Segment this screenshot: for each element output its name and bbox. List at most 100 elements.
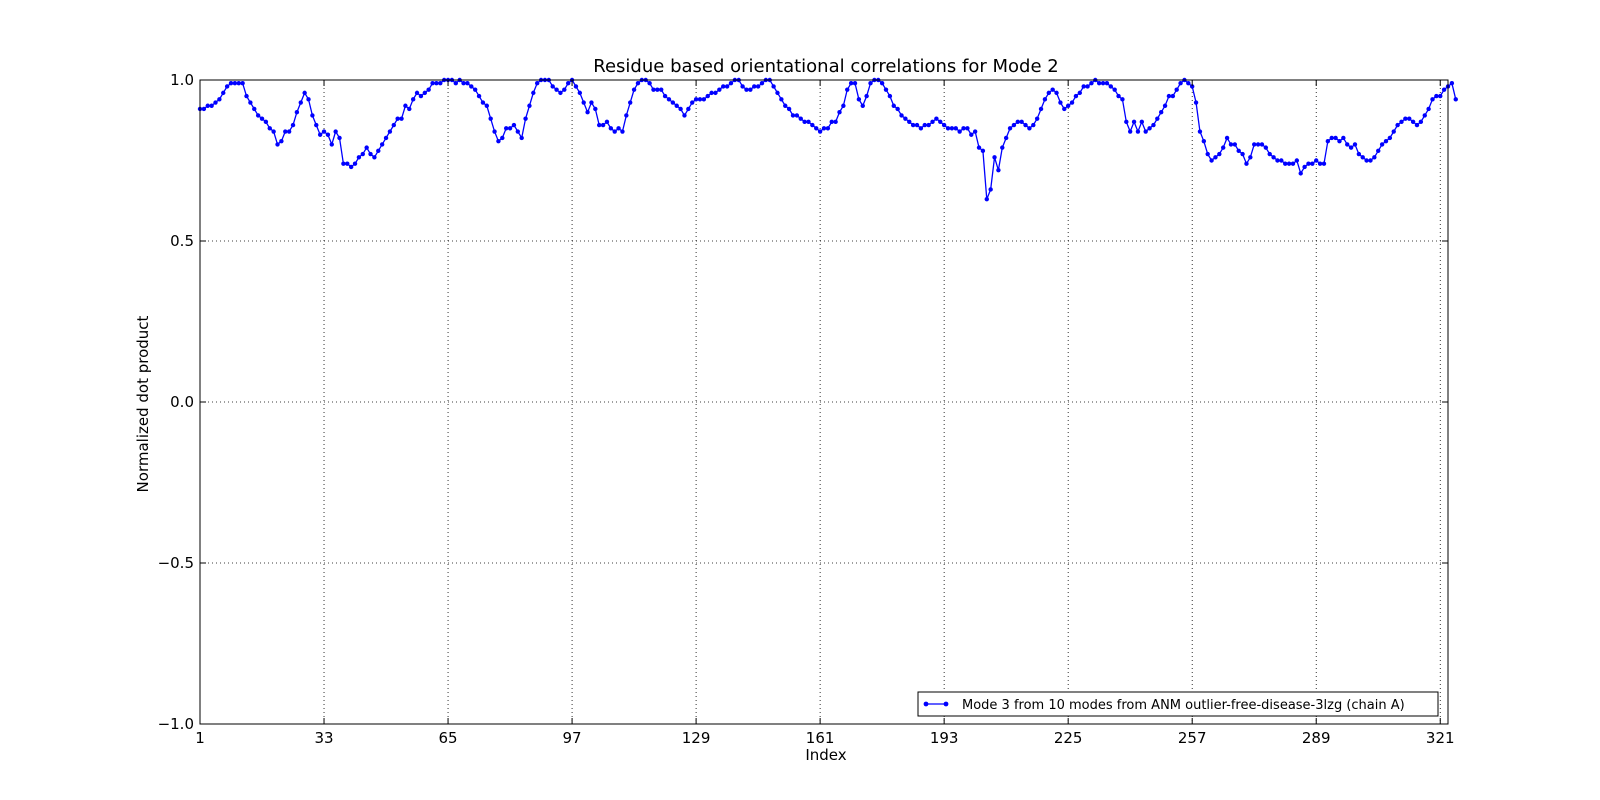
data-point: [1069, 100, 1075, 105]
data-point: [914, 122, 920, 128]
data-point: [1294, 158, 1300, 163]
data-point: [1410, 119, 1416, 125]
data-point: [941, 122, 947, 128]
data-point: [496, 138, 501, 144]
data-point: [348, 164, 354, 170]
data-point: [341, 161, 346, 166]
data-point: [1329, 135, 1334, 141]
data-point: [321, 129, 327, 134]
data-point: [1232, 142, 1238, 147]
data-point: [895, 106, 900, 112]
data-point: [724, 84, 730, 89]
data-point: [748, 87, 753, 92]
data-point: [1333, 135, 1338, 141]
data-point: [682, 113, 687, 118]
data-point: [1073, 93, 1079, 99]
data-point: [430, 81, 435, 86]
data-point: [255, 113, 261, 118]
data-point: [806, 119, 811, 125]
data-point: [1453, 97, 1458, 102]
data-point: [236, 81, 241, 86]
data-point: [686, 106, 691, 112]
data-point: [969, 132, 974, 137]
data-point: [1201, 138, 1207, 144]
data-point: [848, 81, 854, 86]
data-point: [503, 126, 509, 131]
data-point: [810, 122, 815, 128]
data-point: [856, 97, 862, 102]
data-point: [922, 122, 927, 128]
data-point: [1379, 142, 1385, 147]
data-point: [1240, 151, 1245, 157]
data-point: [1205, 151, 1210, 157]
data-point: [647, 81, 652, 86]
data-point: [1407, 116, 1412, 121]
x-tick-label: 65: [439, 729, 458, 747]
data-point: [1108, 84, 1114, 89]
data-point: [852, 81, 858, 86]
data-point: [244, 93, 249, 99]
data-point: [1007, 126, 1013, 131]
data-point: [662, 93, 668, 99]
data-point: [918, 126, 924, 131]
data-point: [438, 81, 443, 86]
y-tick-label: 0.0: [170, 393, 194, 411]
data-point: [628, 100, 633, 105]
x-axis-label: Index: [805, 746, 846, 764]
data-point: [422, 90, 427, 96]
data-point: [883, 87, 889, 92]
data-point: [1236, 148, 1241, 154]
x-tick-label: 257: [1178, 729, 1207, 747]
data-point: [337, 135, 342, 141]
data-point: [410, 97, 416, 102]
data-point: [286, 129, 292, 134]
data-point: [271, 129, 276, 134]
data-point: [283, 129, 288, 134]
data-point: [1252, 142, 1257, 147]
data-point: [360, 151, 365, 157]
data-point: [992, 155, 997, 160]
data-point: [1387, 135, 1393, 141]
data-point: [395, 116, 400, 121]
data-point: [1263, 145, 1269, 150]
data-point: [1306, 161, 1311, 166]
data-point: [426, 87, 431, 92]
data-point: [376, 148, 381, 154]
x-tick-label: 161: [806, 729, 835, 747]
data-point: [290, 122, 296, 128]
data-point: [597, 122, 602, 128]
data-point: [519, 135, 524, 141]
data-point: [608, 126, 614, 131]
data-point: [1341, 135, 1346, 141]
data-point: [1279, 158, 1284, 163]
data-point: [1275, 158, 1280, 163]
data-point: [1348, 145, 1354, 150]
y-tick-label: 0.5: [170, 232, 194, 250]
data-point: [1190, 84, 1195, 89]
data-point: [1255, 142, 1261, 147]
data-point: [558, 90, 563, 96]
data-point: [1209, 158, 1214, 163]
data-point: [399, 116, 404, 121]
data-point: [701, 97, 707, 102]
data-point: [864, 93, 869, 99]
data-point: [240, 81, 245, 86]
data-point: [1096, 81, 1102, 86]
data-point: [1430, 97, 1435, 102]
data-point: [988, 187, 993, 192]
data-point: [1383, 138, 1389, 144]
data-point: [1143, 129, 1148, 134]
data-point: [201, 106, 207, 112]
data-point: [209, 103, 214, 108]
x-tick-label: 321: [1426, 729, 1455, 747]
data-point: [674, 103, 679, 108]
data-point: [333, 129, 338, 134]
data-point: [566, 81, 571, 86]
data-point: [1077, 90, 1083, 96]
data-point: [1321, 161, 1327, 166]
data-point: [1139, 119, 1145, 125]
data-point: [1015, 119, 1020, 125]
data-point: [1283, 161, 1288, 166]
data-point: [1224, 135, 1230, 141]
